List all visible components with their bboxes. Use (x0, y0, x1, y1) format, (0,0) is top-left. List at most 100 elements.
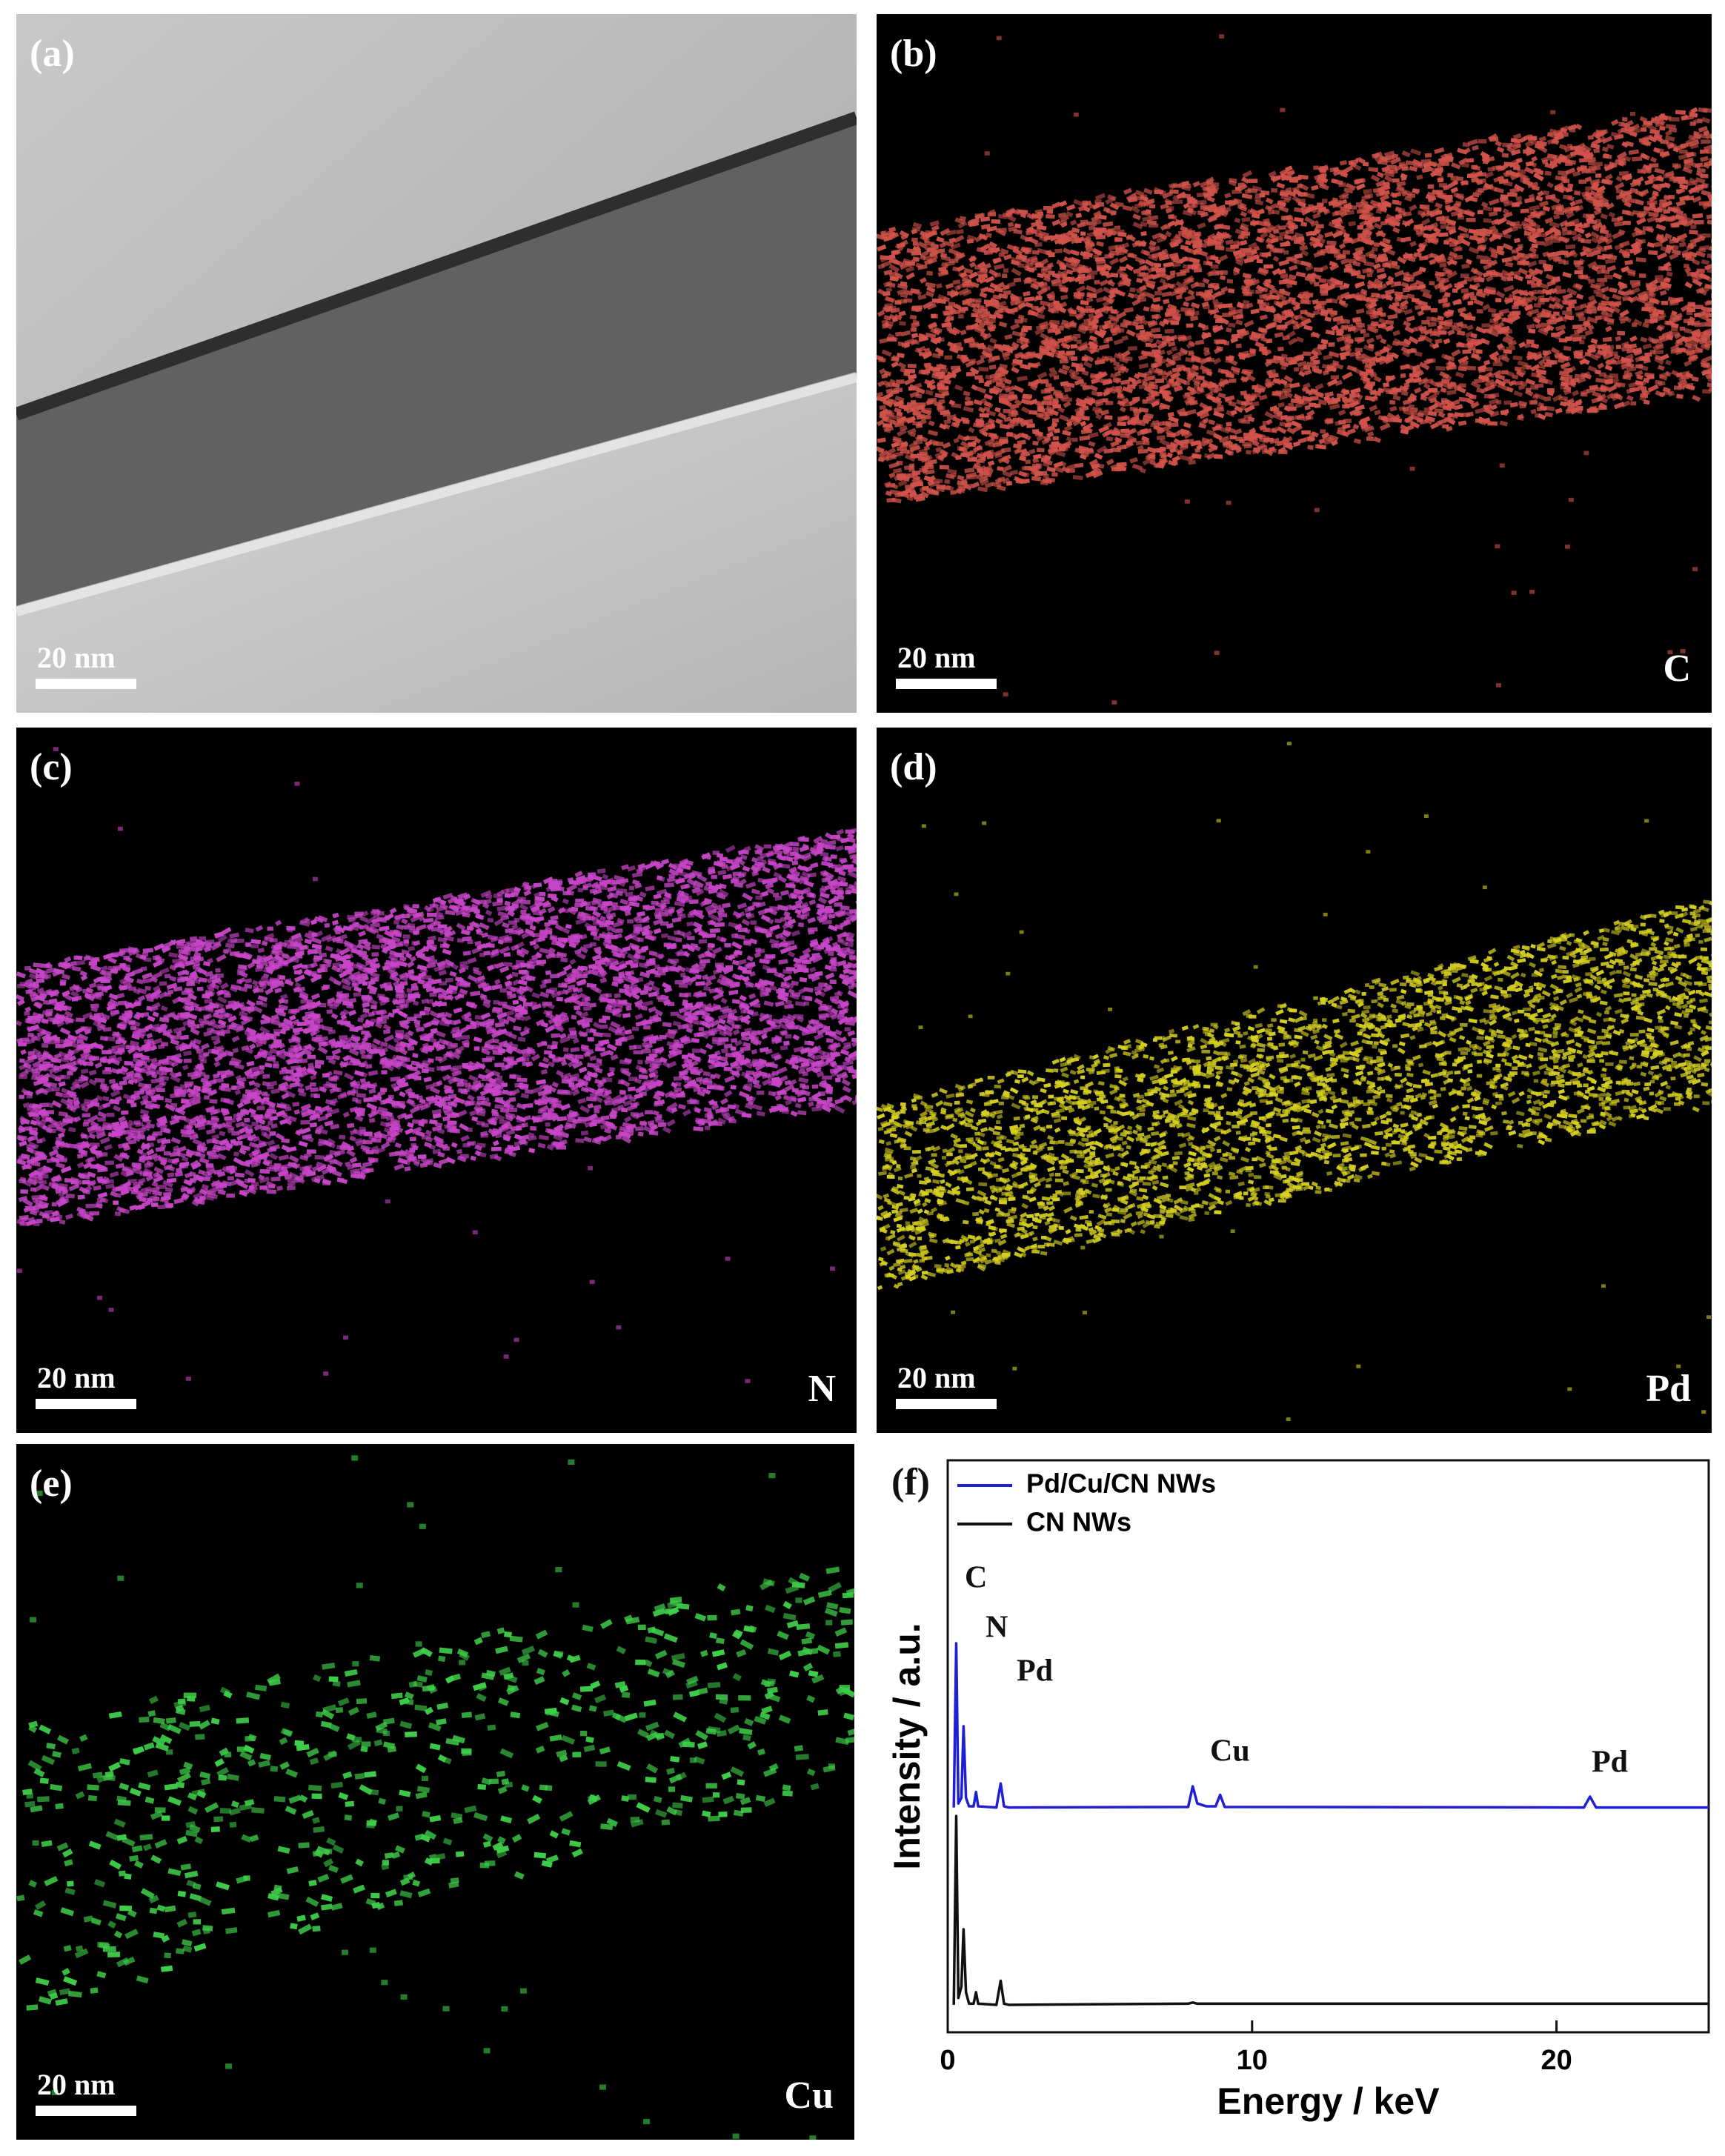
map-dot (1659, 126, 1666, 130)
map-dot (1236, 309, 1243, 314)
map-dot (984, 382, 990, 387)
map-dot (1146, 209, 1151, 214)
map-dot (1477, 309, 1483, 313)
map-dot (1054, 249, 1062, 253)
map-dot (1523, 149, 1532, 153)
map-dot (1503, 400, 1512, 405)
map-dot (1263, 227, 1272, 232)
map-dot (1084, 269, 1090, 273)
map-dot (1478, 210, 1483, 214)
map-dot (1155, 379, 1164, 383)
map-dot (1711, 177, 1721, 184)
map-dot (1386, 320, 1394, 325)
map-dot (1186, 323, 1194, 327)
map-dot (1150, 307, 1160, 313)
map-dot (1392, 179, 1400, 183)
map-dot (1466, 218, 1476, 222)
map-dot (1575, 270, 1583, 274)
map-dot (1461, 181, 1468, 185)
map-dot (1616, 345, 1621, 349)
map-dot (1003, 290, 1011, 295)
map-dot (1094, 280, 1100, 285)
map-dot (1695, 322, 1704, 327)
map-dot (1488, 167, 1495, 171)
map-dot (1329, 283, 1335, 287)
map-dot (1486, 367, 1493, 372)
map-dot (1053, 436, 1059, 441)
map-dot (968, 457, 977, 462)
map-dot (897, 461, 903, 465)
map-dot (1524, 231, 1532, 236)
map-dot (1344, 237, 1352, 242)
map-dot (1440, 287, 1446, 293)
map-dot (1672, 163, 1678, 167)
map-dot (1701, 139, 1710, 144)
map-dot (908, 419, 915, 424)
map-dot (883, 423, 892, 427)
map-dot (1429, 281, 1435, 285)
map-dot (1403, 342, 1409, 347)
map-dot (1675, 110, 1686, 114)
map-dot (1320, 289, 1328, 293)
map-dot (1307, 445, 1313, 450)
map-dot (1209, 271, 1219, 276)
map-dot (1425, 153, 1432, 157)
map-dot (1579, 158, 1589, 162)
map-dot (1481, 231, 1491, 236)
map-dot (1471, 353, 1479, 359)
map-dot (954, 310, 960, 314)
map-dot (1130, 407, 1138, 411)
map-dot (1454, 283, 1460, 287)
map-dot (1106, 436, 1114, 441)
map-dot (1215, 426, 1221, 430)
map-dot (1532, 244, 1538, 249)
map-dot (1006, 432, 1013, 436)
map-dot (1683, 383, 1693, 387)
map-dot (1658, 266, 1664, 270)
map-dot (1435, 366, 1446, 371)
map-dot (1397, 341, 1404, 345)
map-dot (1331, 375, 1339, 379)
map-dot (1279, 422, 1285, 427)
map-dot (1559, 338, 1568, 342)
map-dot (1021, 328, 1028, 333)
map-dot (1314, 267, 1323, 272)
map-dot (1632, 156, 1642, 162)
map-dot (1609, 301, 1615, 305)
panel-label: (a) (30, 33, 75, 75)
map-dot (1051, 473, 1057, 477)
map-dot (1097, 392, 1103, 396)
map-dot (1526, 339, 1535, 344)
map-dot (911, 327, 917, 331)
map-dot (1489, 319, 1498, 324)
map-dot (1497, 246, 1503, 250)
map-dot (1490, 382, 1498, 387)
map-dot (1032, 441, 1039, 446)
map-dot (1441, 398, 1447, 402)
map-dot (926, 271, 933, 276)
map-dot (1173, 199, 1183, 204)
map-dot (1630, 280, 1641, 285)
map-dot (885, 303, 893, 308)
map-dot (965, 339, 975, 343)
map-dot (1040, 379, 1049, 385)
map-dot (1666, 272, 1672, 277)
map-dot (1547, 388, 1555, 393)
map-dot (1593, 148, 1600, 153)
map-dot (1464, 316, 1470, 321)
map-dot (1567, 230, 1576, 235)
map-dot (1543, 350, 1549, 355)
map-dot (1265, 279, 1272, 284)
map-dot (1690, 224, 1696, 229)
map-dot (1328, 342, 1335, 347)
map-dot (1139, 291, 1146, 296)
map-dot (911, 251, 922, 256)
map-dot (1046, 383, 1052, 387)
map-dot (1400, 295, 1408, 299)
map-dot (1588, 279, 1595, 283)
map-dot (1315, 444, 1323, 448)
map-dot (1097, 264, 1106, 269)
panel-content (875, 14, 1721, 713)
